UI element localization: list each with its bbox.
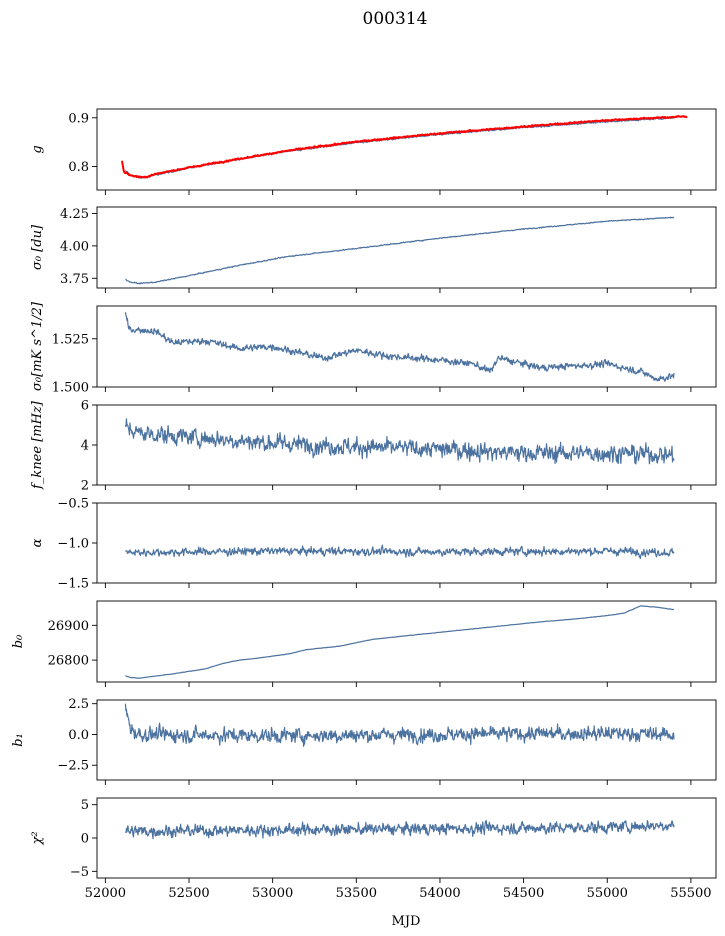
- y-tick-label: 0: [81, 832, 89, 847]
- panel-alpha: −1.5 −1.0 −0.5 α: [30, 497, 717, 592]
- panel-b1: −2.5 0.0 2.5 b₁: [11, 697, 717, 785]
- y-tick-label: −2.5: [57, 759, 89, 774]
- panel-fknee: 2 4 6 f_knee [mHz]: [30, 399, 717, 494]
- panel-frame: [96, 502, 717, 584]
- series-line-b1-0: [124, 703, 675, 747]
- panel-chi2: −5 0 5 52000 52500 53000 53500 54000 54500 55000 5…: [30, 797, 717, 901]
- y-tick-label: 26800: [48, 654, 89, 669]
- panel-frame: [96, 108, 717, 191]
- x-tick-label: 52500: [168, 886, 209, 901]
- y-axis-label-b1: b₁: [11, 733, 26, 747]
- panel-frame: [96, 206, 717, 289]
- y-tick-label: 2.5: [68, 697, 89, 712]
- y-axis-label-chi2: χ²: [30, 831, 45, 845]
- y-tick-label: 26900: [48, 619, 89, 634]
- series-line-alpha-0: [125, 544, 675, 559]
- panel-frame: [96, 305, 717, 388]
- chart-title: 000314: [363, 9, 428, 29]
- x-tick-label: 55500: [670, 886, 711, 901]
- series-line-b0-0: [125, 605, 675, 679]
- y-tick-label: −1.0: [57, 537, 89, 552]
- panels: 0.8 0.9 g 3.75 4.00 4.25 σ₀ [du] 1.500 1.525 σ₀[m…: [11, 108, 717, 901]
- y-tick-label: 0.9: [68, 111, 89, 126]
- series-line-sigma0-mks-0: [124, 312, 675, 382]
- y-axis-label-g: g: [30, 145, 45, 153]
- y-tick-label: 4.00: [60, 239, 89, 254]
- y-tick-label: 1.500: [52, 381, 89, 396]
- series-line-chi2-0: [125, 819, 675, 840]
- panel-sigma0-du: 3.75 4.00 4.25 σ₀ [du]: [30, 206, 717, 293]
- series-line-fknee-0: [124, 418, 675, 465]
- series-line-g-0: [124, 116, 675, 179]
- x-tick-label: 53000: [252, 886, 293, 901]
- y-tick-label: 1.525: [52, 332, 89, 347]
- x-tick-label: 54500: [503, 886, 544, 901]
- y-axis-label-sigma0-du: σ₀ [du]: [30, 224, 45, 270]
- panel-g: 0.8 0.9 g: [30, 108, 717, 195]
- y-tick-label: 4.25: [60, 207, 89, 222]
- y-tick-label: −1.5: [57, 577, 89, 592]
- panel-frame: [96, 797, 717, 879]
- y-tick-label: 0.0: [68, 728, 89, 743]
- y-tick-label: 3.75: [60, 272, 89, 287]
- panel-sigma0-mks: 1.500 1.525 σ₀[mK s^1/2]: [30, 301, 717, 396]
- y-tick-label: −0.5: [57, 497, 89, 512]
- series-line-g-1: [121, 114, 688, 179]
- panel-frame: [96, 600, 717, 683]
- series-line-sigma0-du-0: [125, 216, 675, 285]
- y-tick-label: 5: [81, 798, 89, 813]
- x-tick-label: 54000: [419, 886, 460, 901]
- y-axis-label-fknee: f_knee [mHz]: [30, 400, 45, 490]
- y-tick-label: 2: [81, 479, 89, 494]
- y-axis-label-sigma0-mks: σ₀[mK s^1/2]: [30, 301, 45, 391]
- panel-b0: 26800 26900 b₀: [11, 600, 717, 687]
- panel-frame: [96, 699, 717, 781]
- y-tick-label: 4: [81, 439, 89, 454]
- x-tick-label: 52000: [85, 886, 126, 901]
- y-axis-label-alpha: α: [30, 538, 45, 547]
- y-tick-label: 6: [81, 399, 89, 414]
- y-axis-label-b0: b₀: [11, 634, 26, 648]
- y-tick-label: −5: [70, 865, 89, 880]
- x-tick-label: 55000: [587, 886, 628, 901]
- y-tick-label: 0.8: [68, 160, 89, 175]
- x-tick-label: 53500: [336, 886, 377, 901]
- x-axis-label: MJD: [392, 914, 421, 929]
